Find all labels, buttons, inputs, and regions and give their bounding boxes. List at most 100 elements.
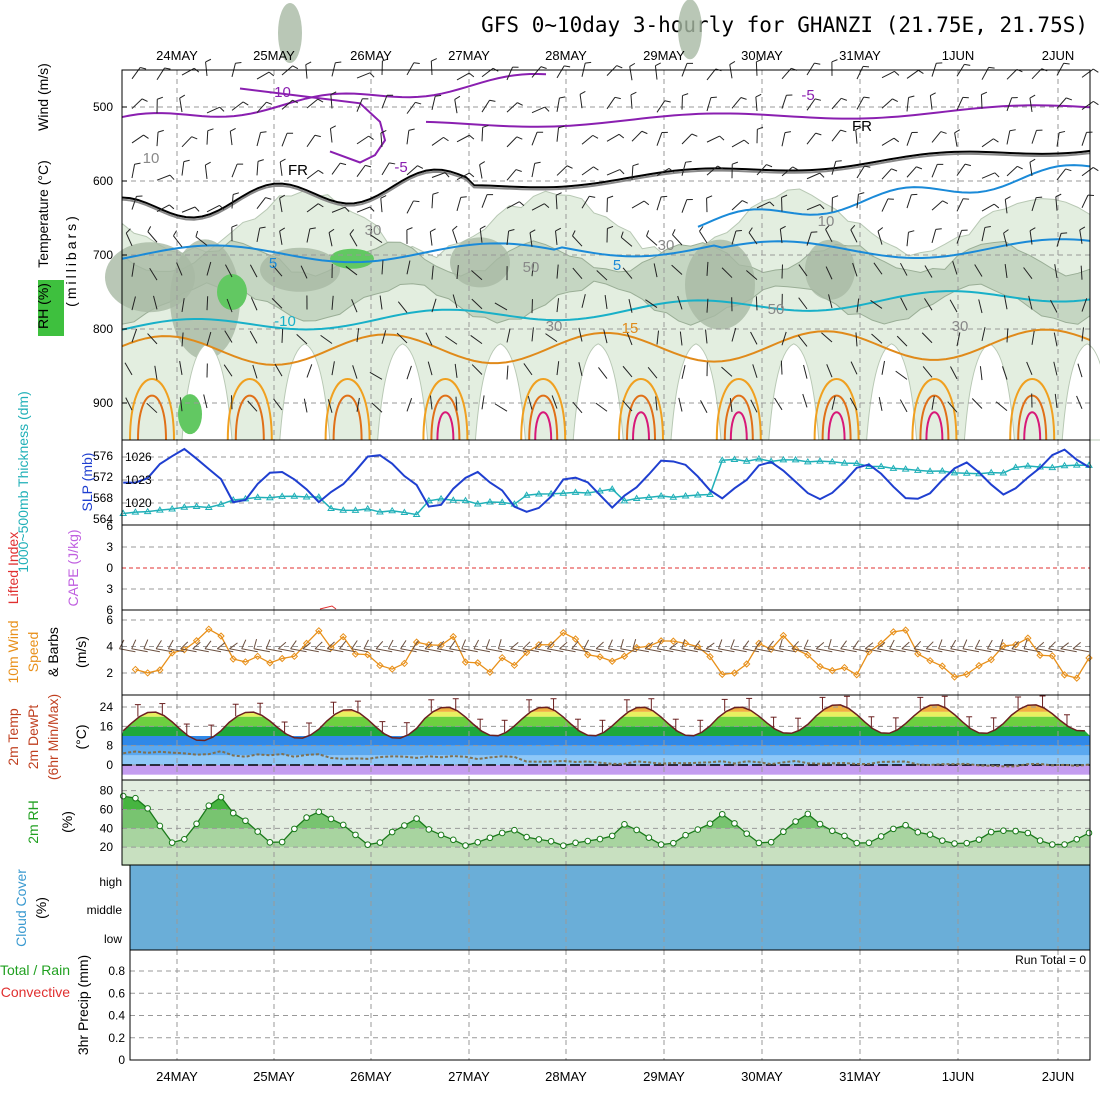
rh-point xyxy=(132,794,139,802)
wind-barb-flag xyxy=(940,131,947,134)
wind-barb-flag xyxy=(877,227,884,232)
wind-barb xyxy=(850,361,858,375)
wind-barb xyxy=(555,230,558,245)
thickness-point xyxy=(681,491,690,499)
wind-barb xyxy=(995,401,1008,412)
contour-label: 30 xyxy=(952,318,969,335)
wind-barb xyxy=(351,299,358,313)
contour-label: -5 xyxy=(801,87,814,104)
rh-point xyxy=(144,805,151,812)
wind-barb-flag xyxy=(555,227,562,232)
wind-barb xyxy=(572,235,583,247)
wind-barb-flag xyxy=(540,66,547,69)
wind-barb xyxy=(856,298,860,313)
wind-barb-shaft xyxy=(828,648,845,653)
wind-barb-flag xyxy=(984,225,991,228)
wind-barb-shaft xyxy=(547,648,564,653)
wind-barb-flag xyxy=(229,642,238,650)
wind-barb-flag xyxy=(380,129,387,134)
wind-barb-flag xyxy=(141,98,148,102)
wind-barb xyxy=(306,364,313,378)
wind-barb xyxy=(856,194,859,209)
wind-barb xyxy=(406,365,412,380)
chart-title: GFS 0~10day 3-hourly for GHANZI (21.75E,… xyxy=(481,13,1088,37)
wind-barb xyxy=(229,131,233,146)
panel-frame-thick xyxy=(121,439,1091,526)
wind-barb xyxy=(806,204,821,211)
wind-barb-flag xyxy=(892,98,898,103)
rh-shade-90 xyxy=(217,274,247,310)
wind-barb-shaft xyxy=(473,648,491,653)
date-label-bottom: 26MAY xyxy=(350,1069,392,1084)
temp-band xyxy=(122,736,1090,746)
wind-barb-flag xyxy=(1035,641,1045,650)
wind-barb xyxy=(247,400,258,412)
wind-barb-flag xyxy=(363,639,369,650)
wind-barb xyxy=(494,302,508,311)
wind-barb xyxy=(397,301,408,313)
wind-barb xyxy=(622,365,633,378)
li-tick: 3 xyxy=(106,582,113,596)
rh-point xyxy=(1085,829,1093,837)
rh-point xyxy=(205,802,213,809)
wind-barb xyxy=(1080,265,1083,280)
wind-barb-flag xyxy=(205,58,212,63)
wind-barb xyxy=(881,98,893,109)
wind-barb xyxy=(429,395,433,410)
wind-barb xyxy=(555,195,558,210)
wind-barb xyxy=(731,230,737,245)
thickness-point xyxy=(901,465,910,472)
thickness-point xyxy=(730,455,739,462)
wind-barb xyxy=(154,365,158,380)
date-label-top: 26MAY xyxy=(350,48,392,63)
contour-30 xyxy=(632,411,650,441)
wind-barbs-label: & Barbs xyxy=(45,627,61,677)
thickness-point xyxy=(693,490,702,498)
date-label-top: 31MAY xyxy=(839,48,881,63)
wind-barb-shaft xyxy=(1072,648,1090,653)
thickness-point xyxy=(620,496,629,504)
thickness-point xyxy=(596,487,604,494)
wind-barb xyxy=(699,230,708,244)
wind-speed-point xyxy=(963,670,971,678)
wind-barb xyxy=(179,98,183,113)
contour-30 xyxy=(729,411,748,441)
wind-barb-shaft xyxy=(596,648,613,653)
wind-barb xyxy=(406,397,413,412)
wind-barb xyxy=(603,329,608,344)
rh-point xyxy=(743,830,750,837)
wind-barb xyxy=(748,232,758,245)
wind-barb-flag xyxy=(559,641,568,650)
wind-barb xyxy=(1081,194,1089,209)
wind-barb-shaft xyxy=(669,648,686,653)
wind-barb-flag xyxy=(431,58,437,62)
wind-barb-flag xyxy=(544,106,550,112)
rh-point xyxy=(303,814,310,821)
wind-barb-flag xyxy=(534,161,541,164)
wind-barb-shaft xyxy=(229,648,246,653)
wind-barb xyxy=(681,199,688,213)
wind-barb-flag xyxy=(253,639,258,649)
thickness-point xyxy=(926,467,934,474)
wind-barb xyxy=(1004,199,1008,214)
contour-20 xyxy=(129,378,175,441)
wind-barb-flag xyxy=(340,162,347,166)
wind-barb xyxy=(431,96,436,111)
rh-point xyxy=(670,839,677,847)
wind-speed-point xyxy=(804,651,812,659)
wind-barb-flag xyxy=(279,194,286,199)
cloud-level-high: high xyxy=(99,875,122,889)
contour-25 xyxy=(137,394,167,441)
wind-barb xyxy=(578,362,583,376)
wind-barb-flag xyxy=(522,641,531,650)
wind-barb xyxy=(931,131,942,143)
date-label-top: 1JUN xyxy=(942,48,975,63)
wind-barb xyxy=(849,397,858,411)
wind-barb xyxy=(331,295,334,310)
rh-clear-pocket xyxy=(572,343,624,441)
wind-barb xyxy=(356,165,366,178)
contour-label: FR xyxy=(852,118,872,135)
wind-barb-flag xyxy=(317,169,324,174)
dewpoint-line xyxy=(123,750,1090,768)
wind-barb-flag xyxy=(699,226,704,232)
